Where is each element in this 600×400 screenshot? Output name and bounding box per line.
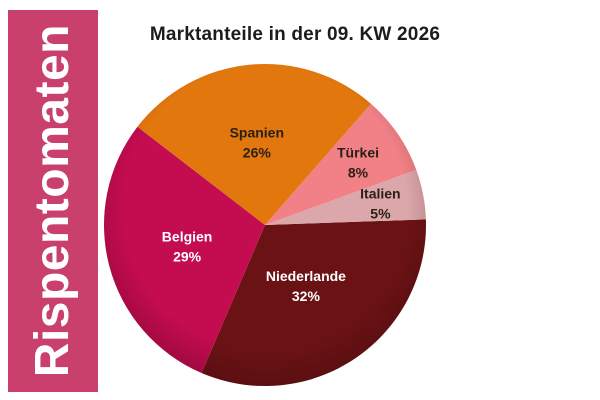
slice-name-label-spanien: Spanien [230,125,284,141]
slice-name-label-turkei: Türkei [337,144,379,160]
product-banner: Rispentomaten [8,10,98,392]
chart-title: Marktanteile in der 09. KW 2026 [149,24,441,45]
slice-value-label-spanien: 26% [243,145,272,161]
slice-name-label-niederlande: Niederlande [266,268,346,284]
slice-name-label-italien: Italien [360,186,400,202]
slice-value-label-italien: 5% [370,206,391,222]
slice-value-label-niederlande: 32% [292,288,321,304]
slice-name-label-belgien: Belgien [162,228,213,244]
slice-value-label-belgien: 29% [173,248,202,264]
slice-value-label-turkei: 8% [348,164,369,180]
pie-3d-shading [104,64,426,386]
